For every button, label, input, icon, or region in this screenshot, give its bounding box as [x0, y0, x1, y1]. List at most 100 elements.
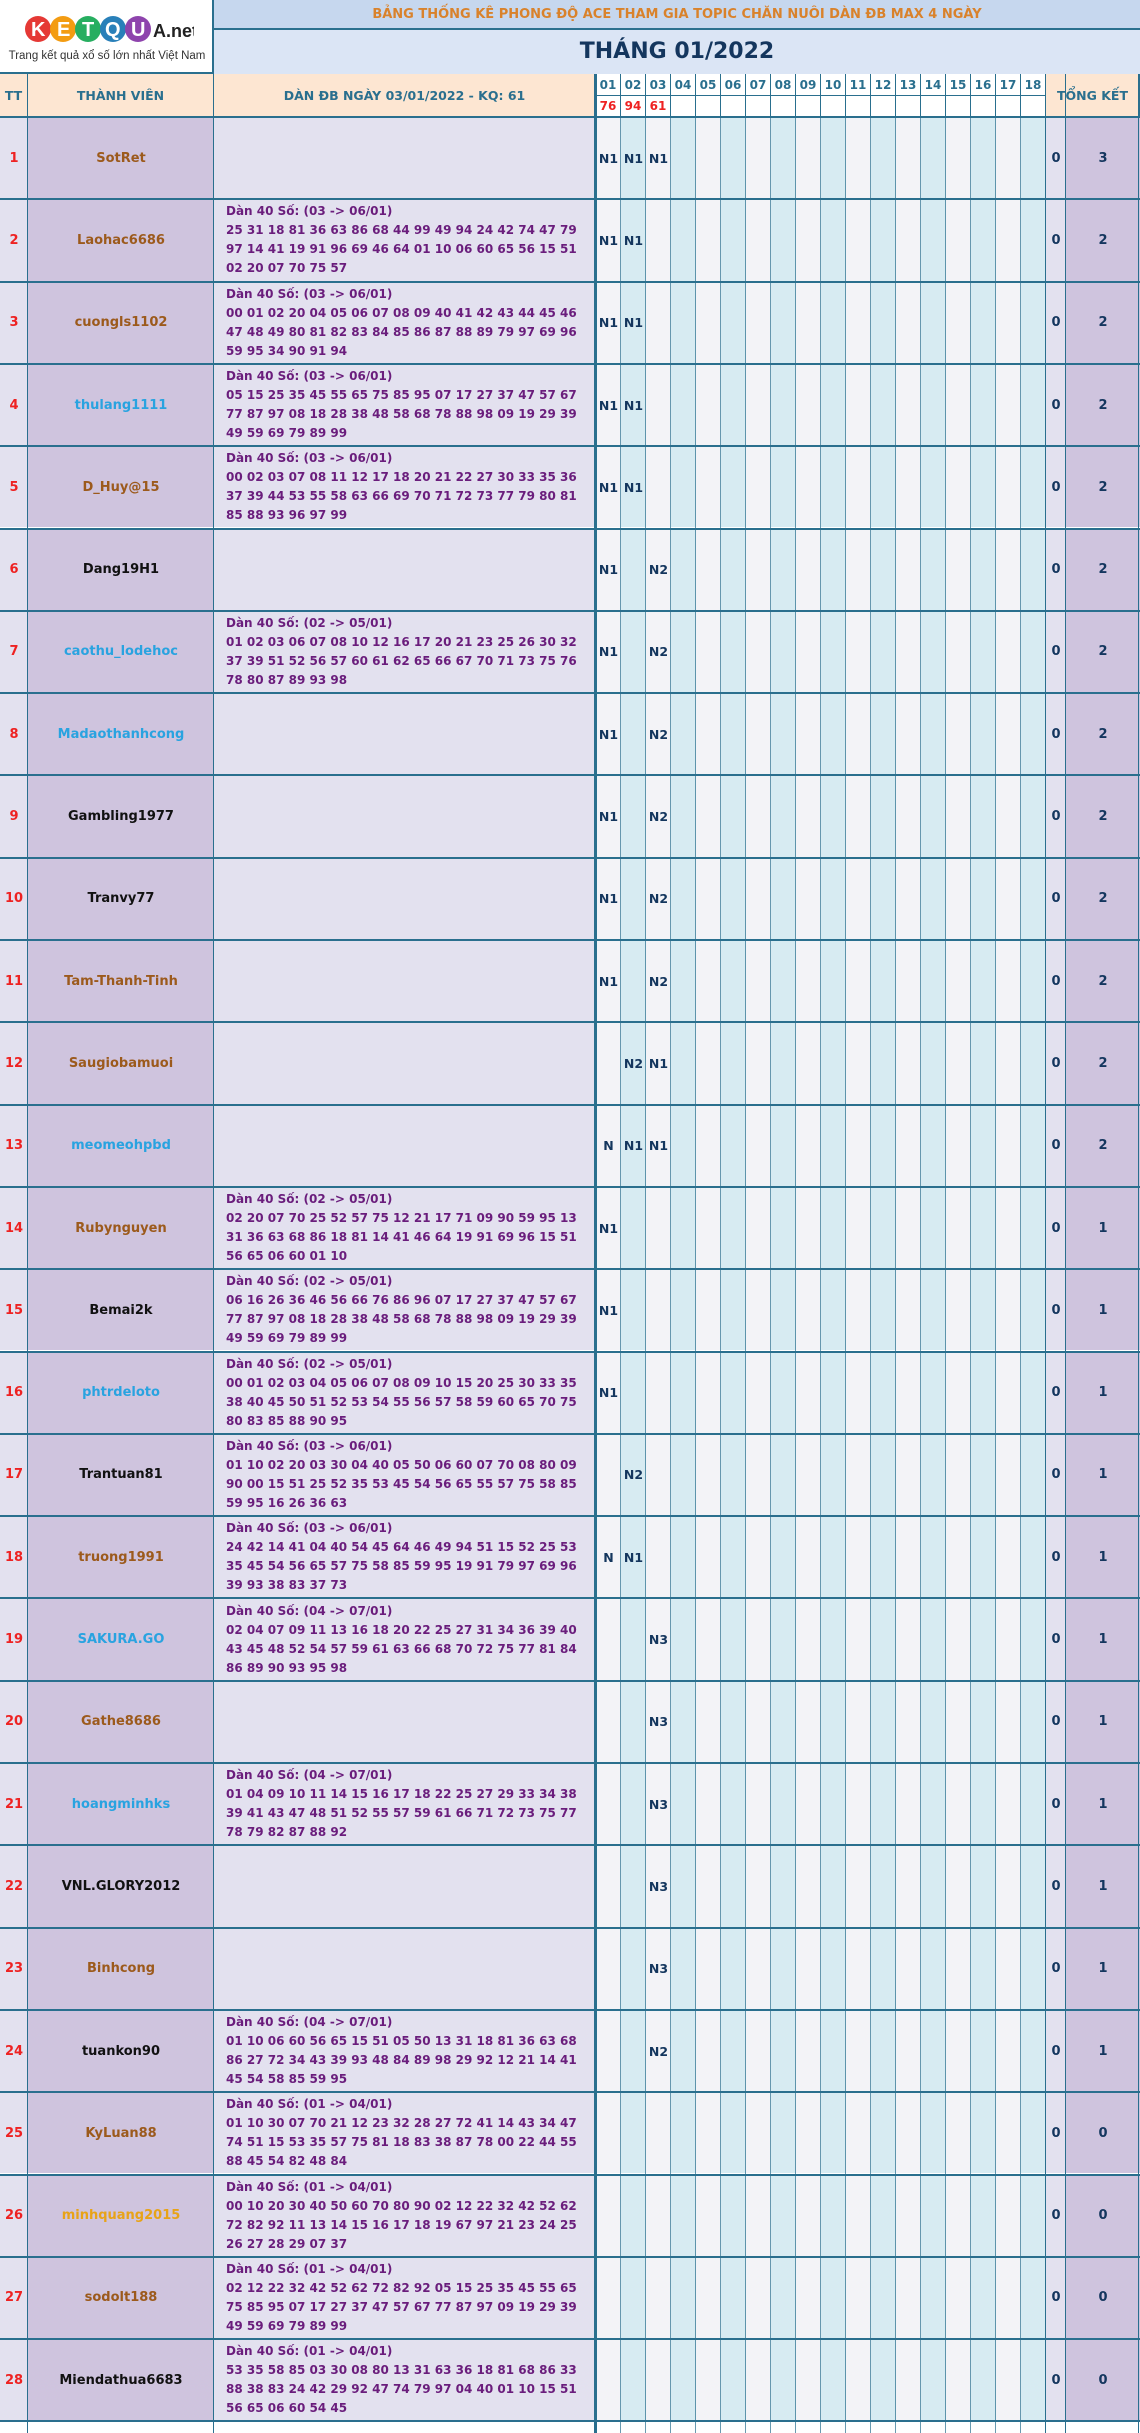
dan-title: Dàn 40 Số: (03 -> 06/01): [226, 286, 393, 301]
row-number: 12: [0, 1023, 28, 1104]
day-cell-12: [871, 1599, 896, 1680]
day-cell-10: [821, 776, 846, 857]
day-cell-07: [746, 200, 771, 281]
day-result-01: 76: [596, 96, 621, 116]
day-cell-13: [896, 1434, 921, 1516]
day-cell-15: [946, 118, 971, 199]
total-cell: 2: [1066, 364, 1140, 446]
member-name[interactable]: SAKURA.GO: [28, 1599, 214, 1680]
member-name[interactable]: SotRet: [28, 118, 214, 199]
day-cell-03: N3: [646, 1928, 671, 2009]
member-name[interactable]: thulang1111: [28, 364, 214, 446]
score-cell: 0: [1046, 200, 1066, 281]
day-cell-06: [721, 364, 746, 446]
svg-text:K: K: [31, 19, 46, 41]
day-cell-06: [721, 858, 746, 939]
day-cell-05: [696, 1928, 721, 2009]
day-cell-12: [871, 1928, 896, 2009]
member-name[interactable]: VNL.GLORY2012: [28, 1846, 214, 1927]
day-cell-06: [721, 200, 746, 281]
day-cell-03: [646, 282, 671, 363]
member-name[interactable]: minhquang2015: [28, 2175, 214, 2256]
dan-numbers: 00 01 02 03 04 05 06 07 08 09 10 15 20 2…: [226, 1375, 577, 1428]
member-name[interactable]: Binhcong: [28, 1928, 214, 2009]
day-header-12: 12: [871, 74, 896, 96]
day-cell-13: [896, 694, 921, 775]
member-name[interactable]: Laohac6686: [28, 200, 214, 281]
day-column-divider: [820, 74, 821, 2433]
row-divider: [0, 774, 1140, 777]
day-cell-18: [1021, 2010, 1046, 2092]
member-name[interactable]: Gambling1977: [28, 776, 214, 857]
member-name[interactable]: Dang19H1: [28, 529, 214, 610]
day-result-14: [921, 96, 946, 116]
row-number: 6: [0, 529, 28, 610]
day-cell-13: [896, 1105, 921, 1186]
day-cell-18: [1021, 858, 1046, 939]
day-cell-08: [771, 1434, 796, 1516]
day-header-17: 17: [996, 74, 1021, 96]
day-cell-13: [896, 200, 921, 281]
row-divider: [0, 1021, 1140, 1024]
day-cell-07: [746, 1846, 771, 1927]
day-cell-09: [796, 200, 821, 281]
day-cell-15: [946, 1105, 971, 1186]
member-name[interactable]: truong1991: [28, 1517, 214, 1598]
dan-title: Dàn 40 Số: (03 -> 06/01): [226, 204, 393, 219]
day-cell-02: [621, 1681, 646, 1762]
day-cell-06: [721, 1352, 746, 1433]
day-cell-01: [596, 1023, 621, 1104]
member-name[interactable]: hoangminhks: [28, 1764, 214, 1845]
member-name[interactable]: phtrdeloto: [28, 1352, 214, 1433]
member-name[interactable]: Saugiobamuoi: [28, 1023, 214, 1104]
member-name[interactable]: sodolt188: [28, 2257, 214, 2339]
ketqua-logo[interactable]: K E T Q U A.net Trang kết quả xổ số lớn …: [0, 0, 214, 74]
member-name[interactable]: Madaothanhcong: [28, 694, 214, 775]
row-number: 7: [0, 611, 28, 693]
day-cell-17: [996, 1187, 1021, 1269]
dan-title: Dàn 40 Số: (04 -> 07/01): [226, 1603, 393, 1618]
day-cell-05: [696, 2175, 721, 2256]
day-cell-01: [596, 1764, 621, 1845]
dan-title: Dàn 40 Số: (01 -> 04/01): [226, 2179, 393, 2194]
dan-cell: Dàn 40 Số: (02 -> 05/01) 01 02 03 06 07 0…: [214, 611, 594, 693]
member-name[interactable]: caothu_lodehoc: [28, 611, 214, 693]
member-name[interactable]: Bemai2k: [28, 1270, 214, 1351]
member-name[interactable]: Tam-Thanh-Tinh: [28, 941, 214, 1022]
member-name[interactable]: Gathe8686: [28, 1681, 214, 1762]
day-cell-10: [821, 1023, 846, 1104]
day-cell-09: [796, 1928, 821, 2009]
member-name[interactable]: Miendathua6683: [28, 2340, 214, 2421]
day-cell-11: [846, 1023, 871, 1104]
day-cell-03: [646, 2340, 671, 2421]
member-name[interactable]: D_Huy@15: [28, 447, 214, 528]
day-cell-13: [896, 1764, 921, 1845]
day-cell-10: [821, 1105, 846, 1186]
day-cell-08: [771, 941, 796, 1022]
day-cell-09: [796, 858, 821, 939]
member-name[interactable]: meomeohpbd: [28, 1105, 214, 1186]
member-name[interactable]: tuankon90: [28, 2010, 214, 2092]
day-cell-04: [671, 200, 696, 281]
day-header-06: 06: [721, 74, 746, 96]
member-name[interactable]: cuongls1102: [28, 282, 214, 363]
member-name[interactable]: Tranvy77: [28, 858, 214, 939]
dan-numbers: 24 42 14 41 04 40 54 45 64 46 49 94 51 1…: [226, 1540, 577, 1593]
day-cell-14: [921, 2093, 946, 2174]
day-cell-02: N1: [621, 1105, 646, 1186]
day-cell-03: N3: [646, 1764, 671, 1845]
day-cell-04: [671, 941, 696, 1022]
day-cell-14: [921, 858, 946, 939]
day-result-11: [846, 96, 871, 116]
score-cell: 0: [1046, 941, 1066, 1022]
day-cell-05: [696, 529, 721, 610]
member-name[interactable]: KyLuan88: [28, 2093, 214, 2174]
day-cell-05: [696, 1023, 721, 1104]
day-cell-02: N1: [621, 447, 646, 528]
day-cell-14: [921, 1928, 946, 2009]
member-name[interactable]: Rubynguyen: [28, 1187, 214, 1269]
member-name[interactable]: Trantuan81: [28, 1434, 214, 1516]
day-cell-17: [996, 694, 1021, 775]
day-cell-05: [696, 1105, 721, 1186]
day-cell-04: [671, 1352, 696, 1433]
